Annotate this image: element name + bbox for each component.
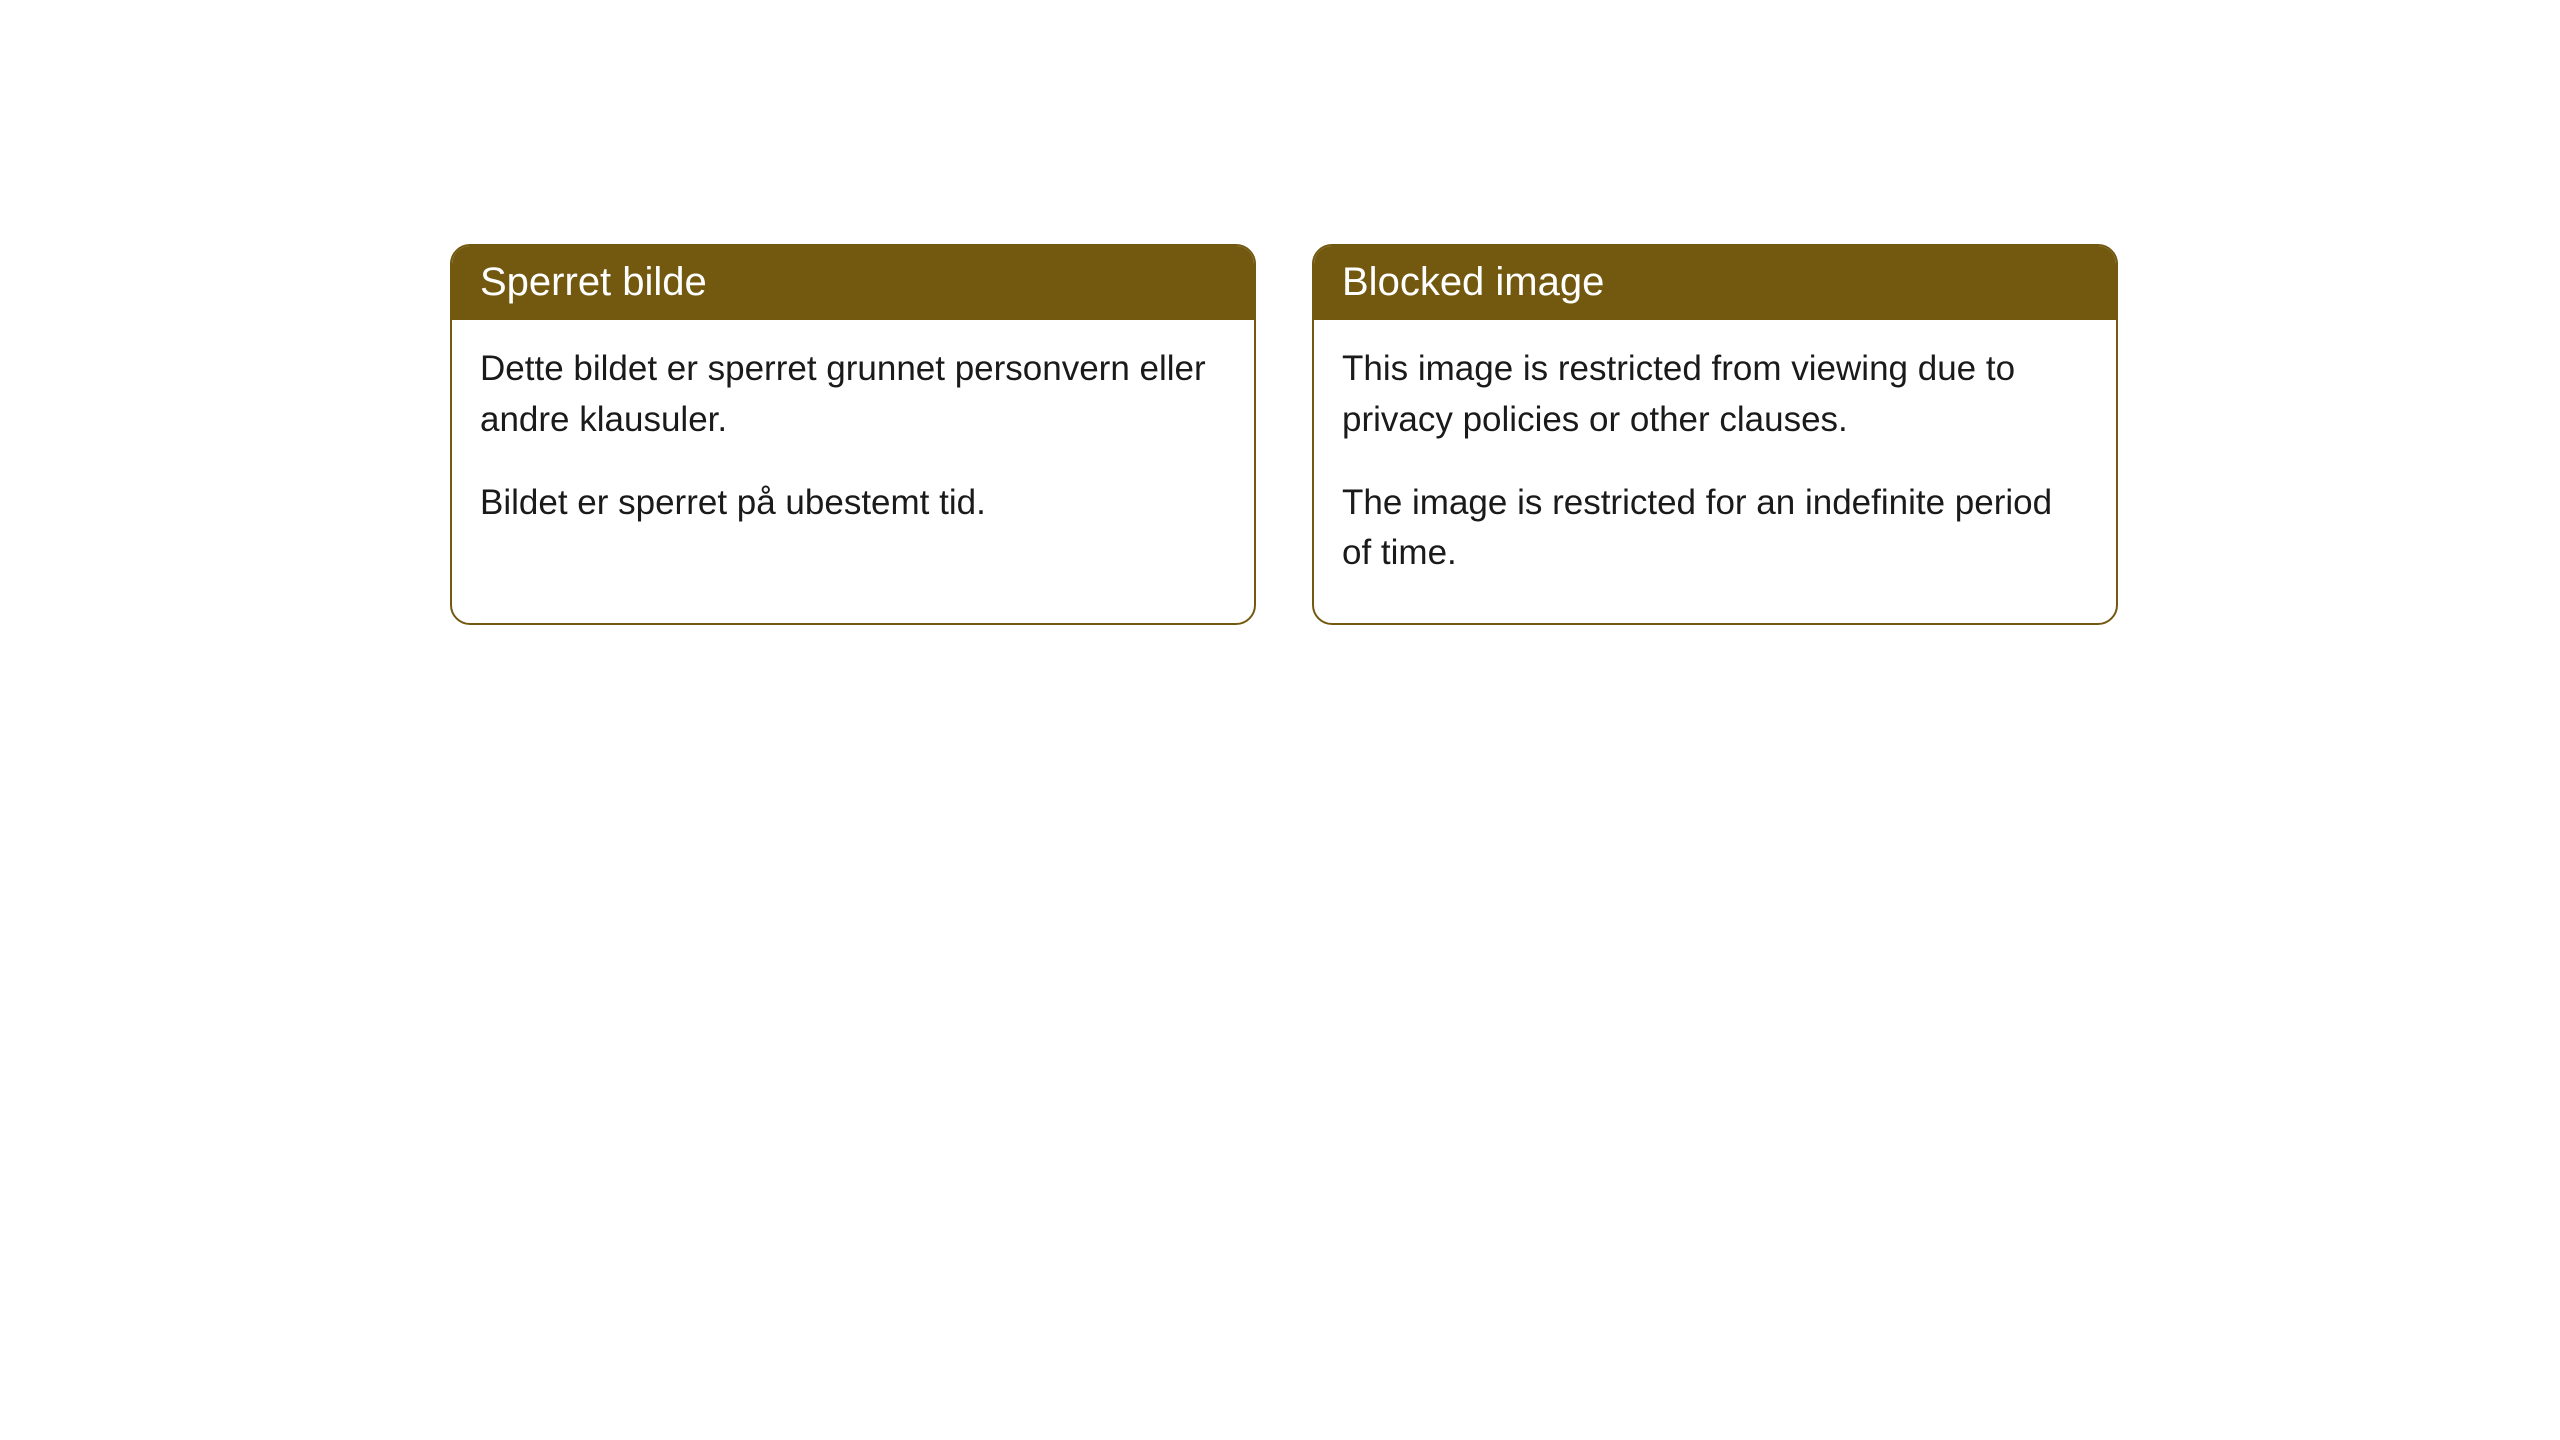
card-body-english: This image is restricted from viewing du…	[1314, 320, 2116, 623]
card-paragraph-1: This image is restricted from viewing du…	[1342, 344, 2088, 446]
card-paragraph-1: Dette bildet er sperret grunnet personve…	[480, 344, 1226, 446]
card-norwegian: Sperret bilde Dette bildet er sperret gr…	[450, 244, 1256, 625]
card-header-english: Blocked image	[1314, 246, 2116, 320]
card-english: Blocked image This image is restricted f…	[1312, 244, 2118, 625]
card-header-norwegian: Sperret bilde	[452, 246, 1254, 320]
card-body-norwegian: Dette bildet er sperret grunnet personve…	[452, 320, 1254, 572]
cards-container: Sperret bilde Dette bildet er sperret gr…	[0, 0, 2560, 625]
card-paragraph-2: The image is restricted for an indefinit…	[1342, 478, 2088, 580]
card-paragraph-2: Bildet er sperret på ubestemt tid.	[480, 478, 1226, 529]
